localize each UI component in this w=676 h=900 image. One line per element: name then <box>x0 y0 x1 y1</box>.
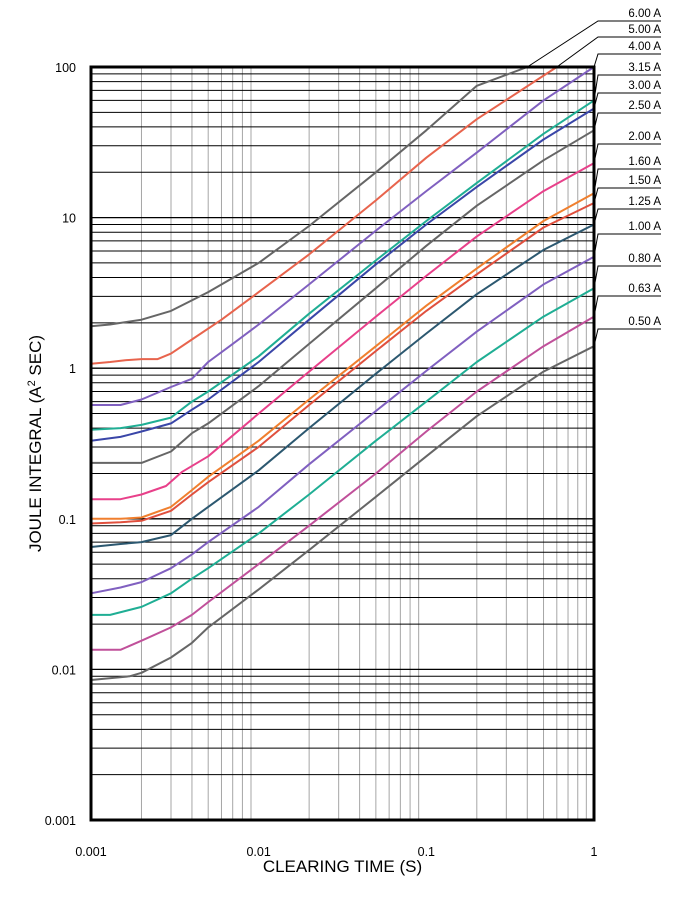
series-label: 4.00 A <box>628 41 661 53</box>
series-line-2-50-a <box>91 129 595 464</box>
x-tick-label: 1 <box>591 845 598 859</box>
y-axis-title-tail: SEC) <box>26 335 45 380</box>
series-label-leader <box>593 53 661 68</box>
series-label-leader <box>556 36 661 68</box>
series-line-5-00-a <box>90 66 558 365</box>
y-tick-label: 1 <box>69 362 76 376</box>
series-line-3-00-a <box>90 107 595 442</box>
series-line-0-50-a <box>90 345 595 681</box>
x-tick-label: 0.1 <box>418 845 435 859</box>
y-tick-label: 0.1 <box>59 513 76 527</box>
series-label: 6.00 A <box>628 8 661 20</box>
series-lines <box>90 66 595 681</box>
series-label: 2.00 A <box>628 131 661 143</box>
series-line-4-00-a <box>91 66 595 406</box>
series-label: 5.00 A <box>628 24 661 36</box>
series-line-1-25-a <box>90 223 595 548</box>
plot-frame <box>89 65 596 822</box>
series-label-leader <box>593 328 661 347</box>
series-line-0-63-a <box>91 315 595 651</box>
series-label-leader <box>593 295 661 317</box>
y-tick-label: 0.001 <box>45 814 76 828</box>
y-axis-title-main: JOULE INTEGRAL (A <box>26 386 45 552</box>
series-label: 1.00 A <box>628 221 661 233</box>
series-label: 1.60 A <box>628 156 661 168</box>
series-label: 1.25 A <box>628 196 661 208</box>
x-tick-label: 0.001 <box>75 845 106 859</box>
series-line-2-00-a <box>91 162 595 501</box>
tick-labels: 0.001 0.01 0.1 1 0.001 0.01 0.1 1 10 100 <box>45 61 598 859</box>
series-label: 0.63 A <box>628 283 661 295</box>
series-line-0-80-a <box>91 287 595 616</box>
y-tick-label: 0.01 <box>52 663 76 677</box>
series-label: 3.00 A <box>628 80 661 92</box>
series-label: 0.50 A <box>628 316 661 328</box>
grid <box>91 67 594 821</box>
y-tick-label: 10 <box>62 212 76 226</box>
series-line-1-50-a <box>90 202 595 525</box>
series-label: 3.15 A <box>628 62 661 74</box>
series-line-1-60-a <box>91 192 595 520</box>
x-tick-label: 0.01 <box>246 845 270 859</box>
y-axis-title-sup: 2 <box>26 380 38 386</box>
y-axis-title: JOULE INTEGRAL (A2 SEC) <box>26 335 45 552</box>
series-label: 2.50 A <box>628 100 661 112</box>
series-line-6-00-a <box>90 66 528 328</box>
y-tick-label: 100 <box>55 61 76 75</box>
x-axis-title: CLEARING TIME (S) <box>263 857 422 876</box>
series-label-leader <box>593 112 661 131</box>
series-line-1-00-a <box>90 255 595 595</box>
series-label-leader <box>527 20 661 68</box>
series-label: 0.80 A <box>628 253 661 265</box>
series-line-3-15-a <box>90 99 595 431</box>
series-label: 1.50 A <box>628 175 661 187</box>
